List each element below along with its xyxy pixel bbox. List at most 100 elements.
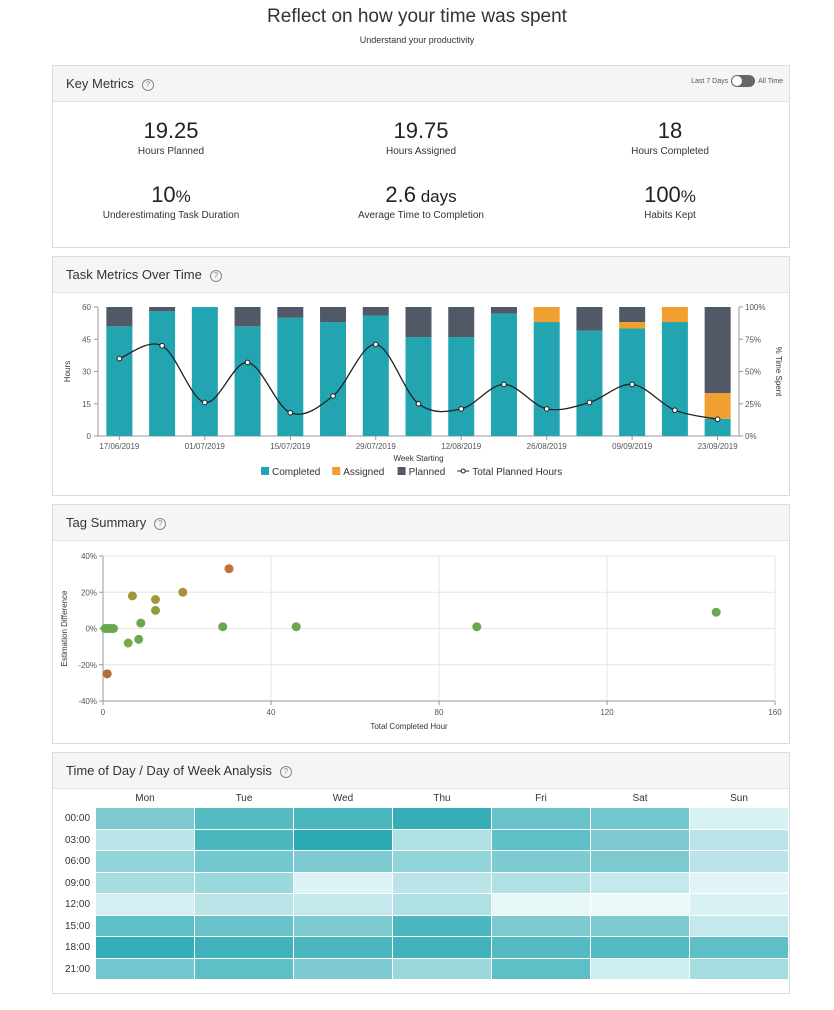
heatmap-cell[interactable] bbox=[195, 937, 293, 958]
heatmap-cell[interactable] bbox=[591, 894, 689, 915]
heatmap-cell[interactable] bbox=[690, 937, 788, 958]
help-icon[interactable]: ? bbox=[279, 766, 292, 778]
toggle-knob bbox=[732, 76, 743, 86]
heatmap-cell[interactable] bbox=[294, 937, 392, 958]
heatmap-cell[interactable] bbox=[492, 958, 590, 979]
help-icon[interactable]: ? bbox=[209, 270, 222, 282]
heatmap-hour-label: 12:00 bbox=[65, 899, 91, 910]
heatmap-cell[interactable] bbox=[195, 851, 293, 872]
heatmap-cell[interactable] bbox=[294, 808, 392, 829]
heatmap-cell[interactable] bbox=[492, 894, 590, 915]
bar-assigned bbox=[661, 307, 688, 323]
bar-completed bbox=[576, 330, 603, 436]
scatter-point bbox=[134, 634, 144, 644]
bar-completed bbox=[320, 322, 347, 436]
heatmap-cell[interactable] bbox=[195, 915, 293, 936]
heatmap-cell[interactable] bbox=[591, 958, 689, 979]
line-point bbox=[543, 406, 550, 412]
metric-unit: days bbox=[415, 187, 457, 206]
heatmap-cell[interactable] bbox=[195, 894, 293, 915]
toggle-label-all-time[interactable]: All Time bbox=[758, 77, 783, 85]
heatmap-cell[interactable] bbox=[294, 894, 392, 915]
heatmap-cell[interactable] bbox=[195, 872, 293, 893]
line-point bbox=[372, 341, 379, 348]
heatmap-cell[interactable] bbox=[294, 958, 392, 979]
heatmap-day-label: Sun bbox=[730, 793, 748, 804]
scatter-point bbox=[136, 618, 146, 628]
heatmap-cell[interactable] bbox=[393, 937, 491, 958]
heatmap-cell[interactable] bbox=[96, 829, 194, 850]
heatmap-cell[interactable] bbox=[195, 808, 293, 829]
heatmap-cell[interactable] bbox=[96, 958, 194, 979]
heatmap-cell[interactable] bbox=[492, 915, 590, 936]
heatmap-cell[interactable] bbox=[96, 808, 194, 829]
bar-assigned bbox=[619, 322, 646, 329]
line-point bbox=[330, 393, 336, 399]
toggle-label-last-7-days[interactable]: Last 7 Days bbox=[691, 77, 729, 85]
y2-tick-label: 75% bbox=[745, 335, 761, 344]
heatmap-cell[interactable] bbox=[690, 851, 788, 872]
heatmap-cell[interactable] bbox=[690, 894, 788, 915]
heatmap-day-label: Tue bbox=[235, 793, 253, 804]
bar-planned bbox=[234, 307, 261, 327]
help-icon[interactable]: ? bbox=[141, 79, 154, 91]
heatmap-cell[interactable] bbox=[690, 958, 788, 979]
heatmap-cell[interactable] bbox=[96, 915, 194, 936]
bar-completed bbox=[448, 337, 475, 436]
bar-planned bbox=[704, 307, 731, 393]
legend-label-assigned: Assigned bbox=[343, 467, 384, 478]
heatmap-cell[interactable] bbox=[591, 872, 689, 893]
heatmap-cell[interactable] bbox=[690, 915, 788, 936]
heatmap-cell[interactable] bbox=[591, 808, 689, 829]
bar-completed bbox=[661, 322, 688, 436]
heatmap-hour-label: 21:00 bbox=[65, 963, 91, 975]
task-metrics-title-text: Task Metrics Over Time bbox=[66, 267, 202, 282]
heatmap-cell[interactable] bbox=[492, 872, 590, 893]
help-icon[interactable]: ? bbox=[154, 518, 167, 530]
heatmap-cell[interactable] bbox=[492, 937, 590, 958]
heatmap-cell[interactable] bbox=[393, 958, 491, 979]
heatmap-cell[interactable] bbox=[393, 872, 491, 893]
heatmap-cell[interactable] bbox=[591, 829, 689, 850]
heatmap-cell[interactable] bbox=[591, 915, 689, 936]
heatmap-cell[interactable] bbox=[96, 937, 194, 958]
heatmap-cell[interactable] bbox=[393, 915, 491, 936]
line-point bbox=[714, 416, 721, 423]
x-tick-label: 01/07/2019 bbox=[185, 442, 226, 451]
metric-label: Hours Completed bbox=[631, 146, 709, 157]
heatmap-cell[interactable] bbox=[195, 829, 293, 850]
heatmap-cell[interactable] bbox=[96, 894, 194, 915]
heatmap-cell[interactable] bbox=[294, 872, 392, 893]
heatmap-cell[interactable] bbox=[294, 829, 392, 850]
heatmap-cell[interactable] bbox=[195, 958, 293, 979]
heatmap-cell[interactable] bbox=[492, 808, 590, 829]
heatmap-cell[interactable] bbox=[393, 894, 491, 915]
heatmap-cell[interactable] bbox=[393, 851, 491, 872]
metric-average-time: 2.6 days Average Time to Completion bbox=[301, 182, 541, 221]
metric-underestimating: 10% Underestimating Task Duration bbox=[51, 182, 291, 221]
heatmap-cell[interactable] bbox=[690, 829, 788, 850]
heatmap-cell[interactable] bbox=[294, 851, 392, 872]
heatmap-cell[interactable] bbox=[591, 851, 689, 872]
heatmap-cell[interactable] bbox=[294, 915, 392, 936]
heatmap-cell[interactable] bbox=[690, 808, 788, 829]
bar-completed bbox=[490, 313, 517, 436]
heatmap-cell[interactable] bbox=[591, 937, 689, 958]
heatmap-cell[interactable] bbox=[492, 829, 590, 850]
time-range-toggle[interactable] bbox=[731, 75, 756, 87]
heatmap-cell[interactable] bbox=[393, 808, 491, 829]
line-point bbox=[458, 406, 465, 412]
heatmap-cell[interactable] bbox=[96, 872, 194, 893]
heatmap-cell[interactable] bbox=[393, 829, 491, 850]
y-tick-label: 40% bbox=[81, 552, 97, 561]
heatmap-cell[interactable] bbox=[690, 872, 788, 893]
y-axis-title: Hours bbox=[63, 361, 72, 382]
scatter-point bbox=[127, 591, 137, 601]
bar-planned bbox=[320, 307, 347, 323]
bar-completed bbox=[106, 326, 133, 436]
line-point bbox=[501, 381, 507, 388]
heatmap-day-label: Wed bbox=[332, 793, 354, 804]
heatmap-cell[interactable] bbox=[492, 851, 590, 872]
heatmap-cell[interactable] bbox=[96, 851, 194, 872]
y-tick-label: 15 bbox=[82, 400, 91, 409]
